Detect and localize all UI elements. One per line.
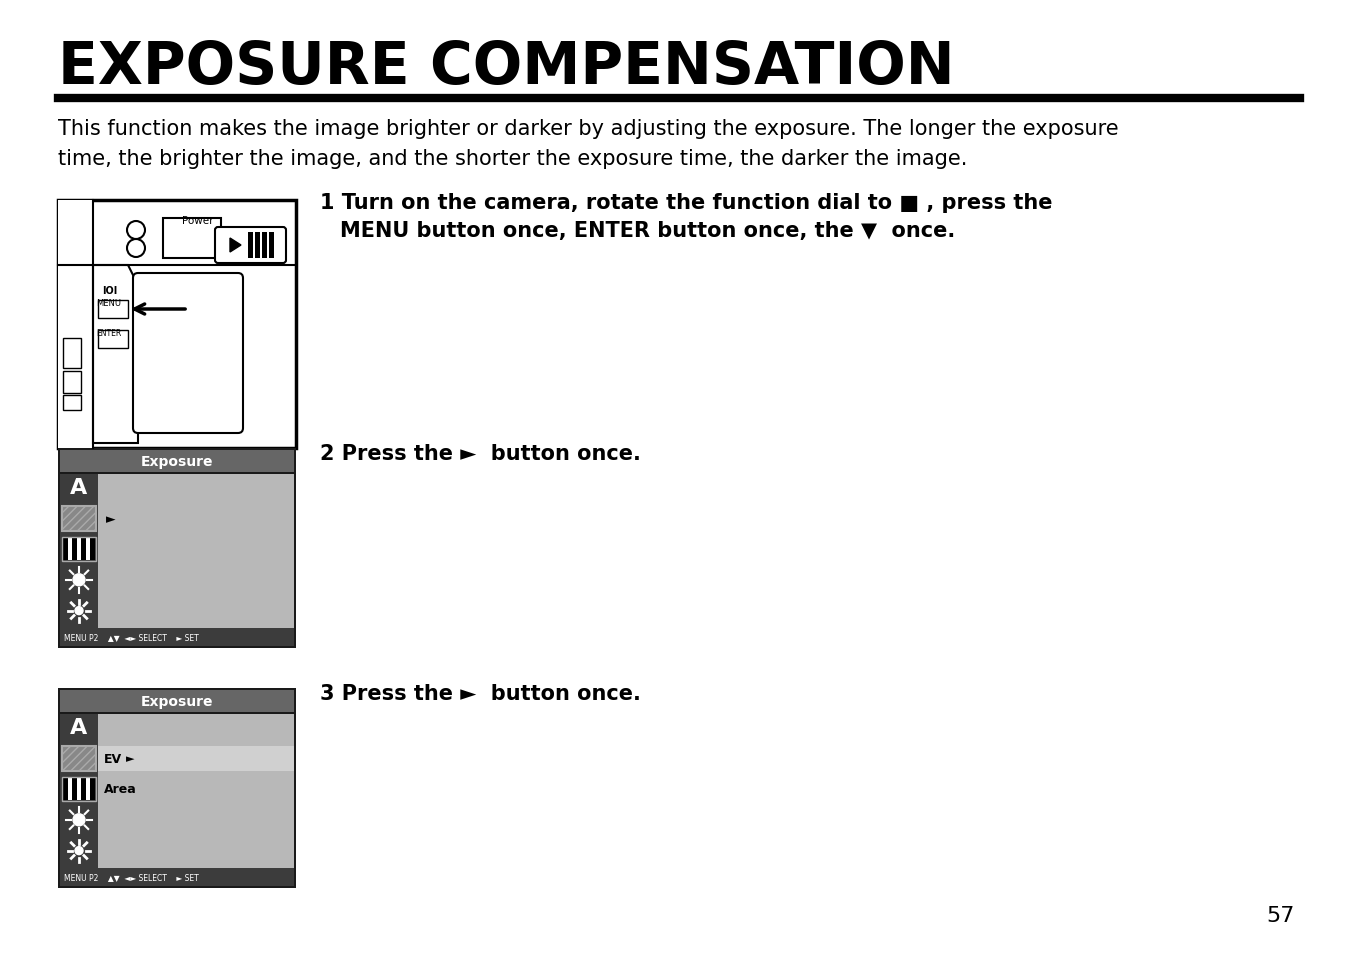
Bar bbox=[61, 714, 98, 741]
Bar bbox=[269, 233, 275, 258]
Bar bbox=[90, 778, 96, 801]
Bar bbox=[62, 537, 96, 562]
Text: Power: Power bbox=[182, 215, 214, 226]
Text: EXPOSURE COMPENSATION: EXPOSURE COMPENSATION bbox=[58, 39, 954, 96]
Text: This function makes the image brighter or darker by adjusting the exposure. The : This function makes the image brighter o… bbox=[58, 119, 1119, 139]
Circle shape bbox=[75, 607, 83, 615]
Bar bbox=[63, 778, 67, 801]
Circle shape bbox=[73, 814, 85, 826]
Bar bbox=[61, 451, 293, 473]
Bar bbox=[61, 475, 98, 501]
Text: ►: ► bbox=[106, 512, 116, 525]
Bar bbox=[98, 301, 128, 318]
Bar bbox=[67, 778, 73, 801]
Bar bbox=[73, 778, 77, 801]
Ellipse shape bbox=[127, 240, 145, 257]
Bar bbox=[63, 538, 67, 560]
Bar bbox=[98, 475, 293, 628]
Text: time, the brighter the image, and the shorter the exposure time, the darker the : time, the brighter the image, and the sh… bbox=[58, 149, 968, 169]
Bar bbox=[248, 233, 253, 258]
Bar bbox=[63, 372, 81, 394]
Bar bbox=[61, 475, 98, 628]
Text: A: A bbox=[70, 718, 87, 738]
Bar bbox=[77, 538, 81, 560]
Bar bbox=[61, 714, 98, 868]
Bar bbox=[98, 331, 128, 349]
Text: 3 Press the ►  button once.: 3 Press the ► button once. bbox=[320, 683, 641, 703]
Text: Exposure: Exposure bbox=[141, 455, 213, 469]
Bar bbox=[58, 449, 296, 648]
Text: MENU button once, ENTER button once, the ▼  once.: MENU button once, ENTER button once, the… bbox=[341, 221, 956, 241]
Polygon shape bbox=[230, 239, 241, 253]
Text: MENU P2    ▲▼  ◄► SELECT    ► SET: MENU P2 ▲▼ ◄► SELECT ► SET bbox=[65, 873, 199, 882]
Bar bbox=[98, 746, 293, 771]
Bar bbox=[98, 714, 293, 868]
Bar bbox=[58, 201, 93, 449]
Text: Exposure: Exposure bbox=[141, 695, 213, 708]
Bar bbox=[86, 778, 90, 801]
Text: 57: 57 bbox=[1267, 905, 1295, 925]
Bar bbox=[86, 538, 90, 560]
Bar bbox=[90, 538, 96, 560]
Text: A: A bbox=[70, 477, 87, 497]
Text: MENU P2    ▲▼  ◄► SELECT    ► SET: MENU P2 ▲▼ ◄► SELECT ► SET bbox=[65, 633, 199, 641]
Bar bbox=[81, 538, 86, 560]
Bar bbox=[63, 395, 81, 411]
Text: IOI: IOI bbox=[102, 286, 117, 295]
Text: ENTER: ENTER bbox=[96, 329, 121, 338]
Bar bbox=[63, 338, 81, 369]
Bar bbox=[67, 538, 73, 560]
Bar bbox=[73, 538, 77, 560]
Text: MENU: MENU bbox=[96, 299, 121, 308]
Text: ►: ► bbox=[127, 754, 135, 763]
Circle shape bbox=[75, 846, 83, 855]
Bar bbox=[254, 233, 260, 258]
Bar bbox=[58, 688, 296, 888]
FancyBboxPatch shape bbox=[215, 228, 285, 264]
Bar bbox=[61, 628, 293, 646]
Text: EV: EV bbox=[104, 752, 122, 765]
Bar bbox=[163, 219, 221, 258]
Circle shape bbox=[73, 575, 85, 586]
Bar bbox=[58, 201, 296, 449]
Bar bbox=[62, 777, 96, 801]
Bar bbox=[62, 506, 96, 531]
Bar bbox=[61, 868, 293, 886]
Text: 2 Press the ►  button once.: 2 Press the ► button once. bbox=[320, 443, 641, 463]
Bar bbox=[81, 778, 86, 801]
Bar bbox=[77, 778, 81, 801]
Bar bbox=[262, 233, 267, 258]
Polygon shape bbox=[93, 266, 139, 443]
Text: Area: Area bbox=[104, 782, 137, 796]
Text: 1 Turn on the camera, rotate the function dial to ■ , press the: 1 Turn on the camera, rotate the functio… bbox=[320, 193, 1053, 213]
FancyBboxPatch shape bbox=[133, 274, 244, 434]
Ellipse shape bbox=[127, 222, 145, 240]
Bar bbox=[61, 690, 293, 712]
Bar bbox=[62, 746, 96, 771]
